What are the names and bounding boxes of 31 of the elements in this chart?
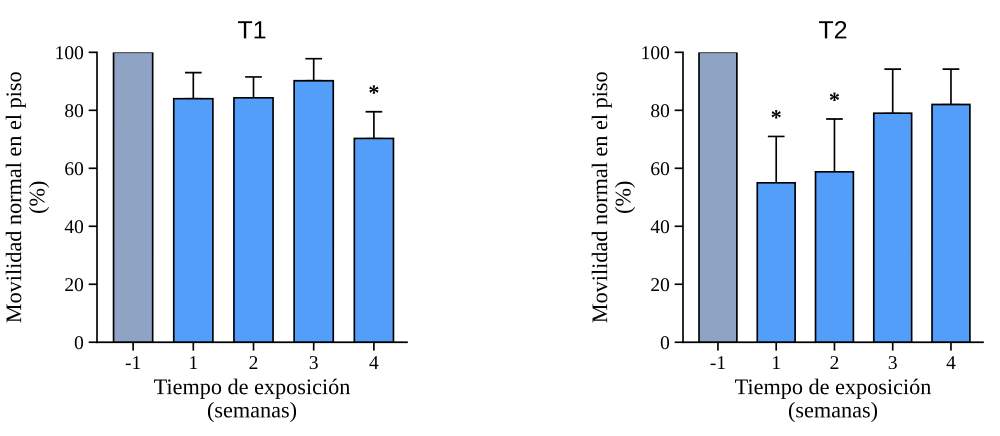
annotation: * <box>772 110 781 118</box>
y-tick-label: 80 <box>651 104 670 118</box>
y-tick-label: 60 <box>65 162 84 176</box>
x-axis-title: Tiempo de exposición (semanas) <box>154 378 350 422</box>
y-tick-label: 40 <box>650 220 670 234</box>
x-tick-label: 1 <box>773 356 780 369</box>
chart-title: T1 <box>238 21 266 38</box>
y-tick-label: 20 <box>65 278 84 292</box>
x-tick-label: 4 <box>369 356 378 369</box>
x-tick-label: 2 <box>249 356 258 369</box>
x-tick-label: 4 <box>946 356 956 369</box>
y-axis-title: Movilidad normal en el piso (%) <box>6 72 50 323</box>
x-axis-title: Tiempo de exposición (semanas) <box>735 378 932 422</box>
x-tick-label: 3 <box>888 356 897 370</box>
x-tick-label: 1 <box>190 356 198 369</box>
chart-title: T2 <box>818 20 846 38</box>
y-tick-label: 60 <box>651 162 670 176</box>
y-tick-label: 80 <box>65 104 84 118</box>
x-tick-label: 3 <box>310 356 318 370</box>
x-tick-label: -1 <box>710 356 725 369</box>
y-axis-title: Movilidad normal en el piso (%) <box>592 72 636 323</box>
annotation: * <box>830 92 840 102</box>
y-tick-label: 20 <box>651 278 670 292</box>
x-tick-label: -1 <box>126 356 140 369</box>
y-tick-label: 0 <box>660 336 670 350</box>
annotation: * <box>369 85 379 94</box>
x-tick-label: 2 <box>830 356 838 369</box>
y-tick-label: 100 <box>56 46 84 60</box>
y-tick-label: 100 <box>642 46 670 60</box>
y-tick-label: 0 <box>74 336 84 350</box>
y-tick-label: 40 <box>64 220 84 234</box>
